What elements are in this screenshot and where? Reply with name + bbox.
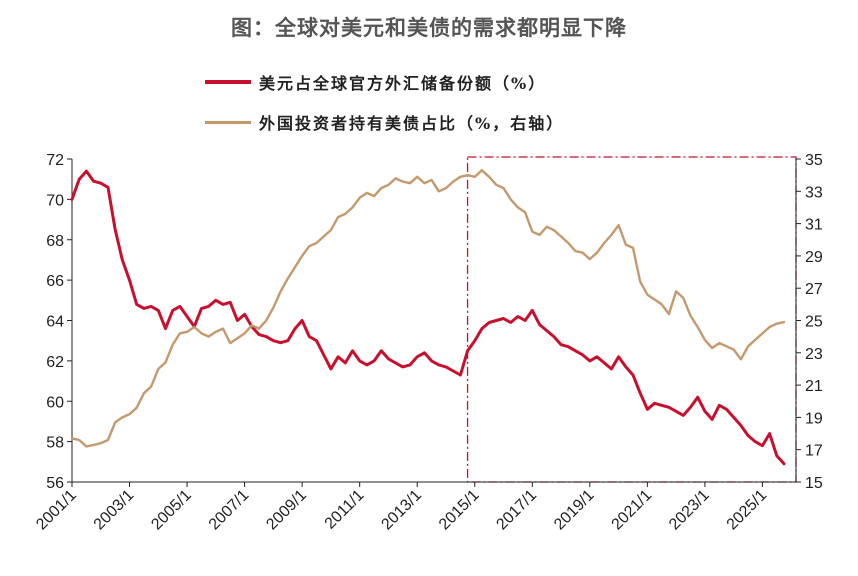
y-right-tick-label: 17 [805, 443, 823, 460]
x-tick-label: 2001/1 [33, 487, 80, 534]
y-left-tick-label: 56 [46, 475, 64, 492]
y-right-tick-label: 25 [805, 314, 823, 331]
legend-swatch-treasury-share [205, 120, 251, 124]
x-tick-label: 2019/1 [551, 487, 598, 534]
y-left-tick-label: 58 [46, 435, 64, 452]
x-tick-label: 2009/1 [263, 487, 310, 534]
x-tick-label: 2025/1 [724, 487, 771, 534]
y-left-tick-label: 70 [46, 192, 64, 209]
legend-item-usd-share: 美元占全球官方外汇储备份额（%） [205, 69, 546, 95]
y-left-tick-label: 60 [46, 394, 64, 411]
legend-swatch-usd-share [205, 80, 251, 84]
x-tick-label: 2007/1 [206, 487, 253, 534]
series-line-usd-share [70, 169, 786, 466]
x-tick-label: 2021/1 [609, 487, 656, 534]
y-left-tick-label: 66 [46, 273, 64, 290]
y-right-tick-label: 29 [805, 249, 823, 266]
chart-title: 图：全球对美元和美债的需求都明显下降 [231, 16, 627, 40]
y-right-tick-label: 27 [805, 281, 823, 298]
y-left-tick-label: 68 [46, 233, 64, 250]
x-tick-label: 2015/1 [436, 487, 483, 534]
legend-label-treasury-share: 外国投资者持有美债占比（%，右轴） [259, 114, 565, 133]
x-tick-label: 2005/1 [148, 487, 195, 534]
y-right-tick-label: 23 [805, 346, 823, 363]
x-tick-label: 2003/1 [91, 487, 138, 534]
y-right-tick-label: 19 [805, 410, 823, 427]
y-right-tick-label: 33 [805, 184, 823, 201]
x-tick-label: 2017/1 [493, 487, 540, 534]
y-right-tick-label: 15 [805, 475, 823, 492]
series-line-treasury-share [70, 169, 786, 448]
x-tick-label: 2013/1 [378, 487, 425, 534]
x-tick-label: 2011/1 [322, 487, 368, 533]
x-tick-label: 2023/1 [666, 487, 713, 534]
y-right-tick-label: 35 [805, 152, 823, 169]
y-left-tick-label: 64 [46, 314, 64, 331]
y-left-tick-label: 72 [46, 152, 64, 169]
y-left-tick-label: 62 [46, 354, 64, 371]
legend-label-usd-share: 美元占全球官方外汇储备份额（%） [259, 74, 547, 93]
legend-item-treasury-share: 外国投资者持有美债占比（%，右轴） [205, 109, 564, 135]
y-right-tick-label: 21 [805, 378, 823, 395]
y-right-tick-label: 31 [805, 217, 823, 234]
